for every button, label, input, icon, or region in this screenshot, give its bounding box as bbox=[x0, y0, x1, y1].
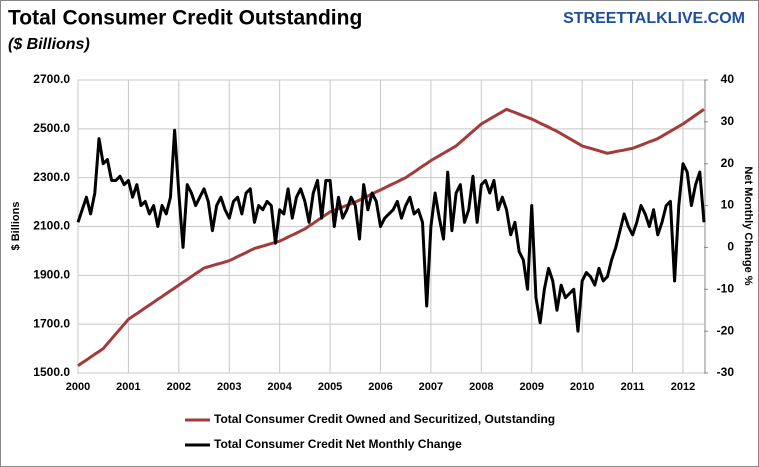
x-tick-label: 2005 bbox=[318, 381, 342, 393]
y2-tick-label: -20 bbox=[717, 323, 735, 337]
x-tick-label: 2011 bbox=[621, 381, 645, 393]
y-axis-label: $ Billions bbox=[10, 202, 22, 251]
x-tick-label: 2012 bbox=[671, 381, 695, 393]
x-tick-label: 2008 bbox=[469, 381, 493, 393]
series-line bbox=[76, 128, 706, 333]
y2-tick-label: 10 bbox=[721, 198, 735, 212]
y-tick-label: 1500.0 bbox=[33, 365, 70, 379]
x-tick-label: 2009 bbox=[520, 381, 544, 393]
y2-tick-label: -30 bbox=[717, 365, 735, 379]
y2-tick-label: 0 bbox=[727, 240, 734, 254]
x-tick-label: 2002 bbox=[167, 381, 191, 393]
y-tick-label: 2100.0 bbox=[33, 219, 70, 233]
x-tick-label: 2003 bbox=[217, 381, 241, 393]
x-tick-label: 2004 bbox=[267, 381, 292, 393]
y-tick-label: 2700.0 bbox=[33, 72, 70, 86]
y2-axis-label: Net Monthly Change % bbox=[742, 166, 754, 285]
x-tick-label: 2000 bbox=[66, 381, 90, 393]
chart-subtitle: ($ Billions) bbox=[8, 36, 90, 53]
x-tick-label: 2001 bbox=[116, 381, 140, 393]
y2-tick-label: -10 bbox=[717, 281, 735, 295]
x-tick-label: 2007 bbox=[419, 381, 443, 393]
y2-tick-label: 40 bbox=[721, 72, 735, 86]
series-line bbox=[77, 107, 705, 367]
y-tick-label: 2500.0 bbox=[33, 121, 70, 135]
watermark: STREETTALKLIVE.COM bbox=[563, 10, 745, 27]
x-tick-label: 2006 bbox=[368, 381, 392, 393]
y-tick-label: 2300.0 bbox=[33, 170, 70, 184]
x-tick-label: 2010 bbox=[570, 381, 594, 393]
y2-tick-label: 20 bbox=[721, 156, 735, 170]
y-tick-label: 1900.0 bbox=[33, 268, 70, 282]
legend-label: Total Consumer Credit Net Monthly Change bbox=[214, 437, 462, 451]
y2-tick-label: 30 bbox=[721, 114, 735, 128]
chart-title: Total Consumer Credit Outstanding bbox=[8, 7, 362, 30]
legend-label: Total Consumer Credit Owned and Securiti… bbox=[214, 412, 555, 426]
y-tick-label: 1700.0 bbox=[33, 316, 70, 330]
